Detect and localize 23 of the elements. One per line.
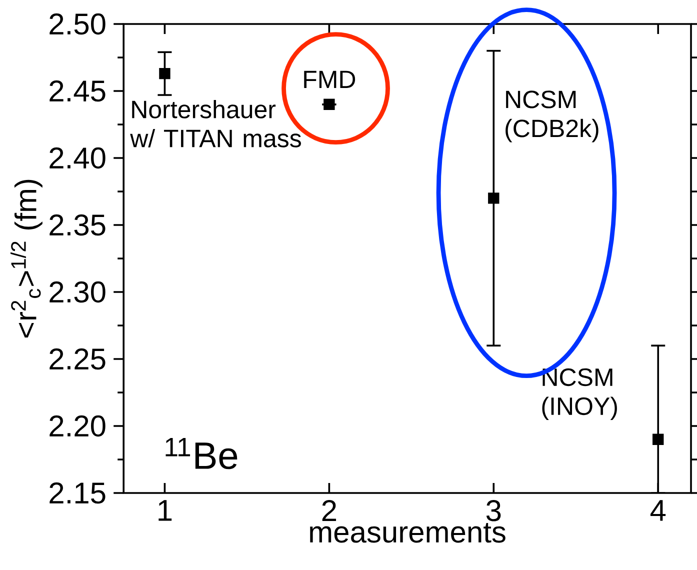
y-axis-title: <r$^{2}$$_{c}$>$^{1/2}$ (fm)	[10, 180, 42, 338]
y-tick-label: 2.25	[50, 348, 106, 370]
y-tick-label: 2.35	[50, 214, 106, 236]
x-tick-label: 2	[322, 500, 336, 522]
x-tick-label: 4	[650, 500, 666, 521]
point	[324, 98, 335, 110]
y-tick-label: 2.15	[50, 482, 106, 504]
point	[652, 434, 664, 445]
y-tick-label: 2.40	[50, 147, 106, 169]
y-tick-label: 2.45	[50, 80, 106, 102]
annotation: $^{11}$Be	[166, 438, 238, 470]
annotation: Nortershauer w/ TITAN mass	[130, 100, 301, 148]
point	[488, 192, 500, 204]
y-tick-label: 2.20	[50, 415, 106, 437]
x-tick-label: 1	[158, 500, 172, 521]
x-tick-label: 3	[486, 500, 501, 522]
y-tick-label: 2.50	[50, 13, 106, 35]
annotation: NCSM (CDB2k)	[506, 90, 598, 142]
y-tick-label: 2.30	[50, 281, 106, 303]
x-axis-title: measurements	[310, 523, 506, 543]
annotation: FMD	[304, 70, 356, 88]
annotation: NCSM (INOY)	[542, 368, 617, 420]
point	[159, 68, 170, 80]
